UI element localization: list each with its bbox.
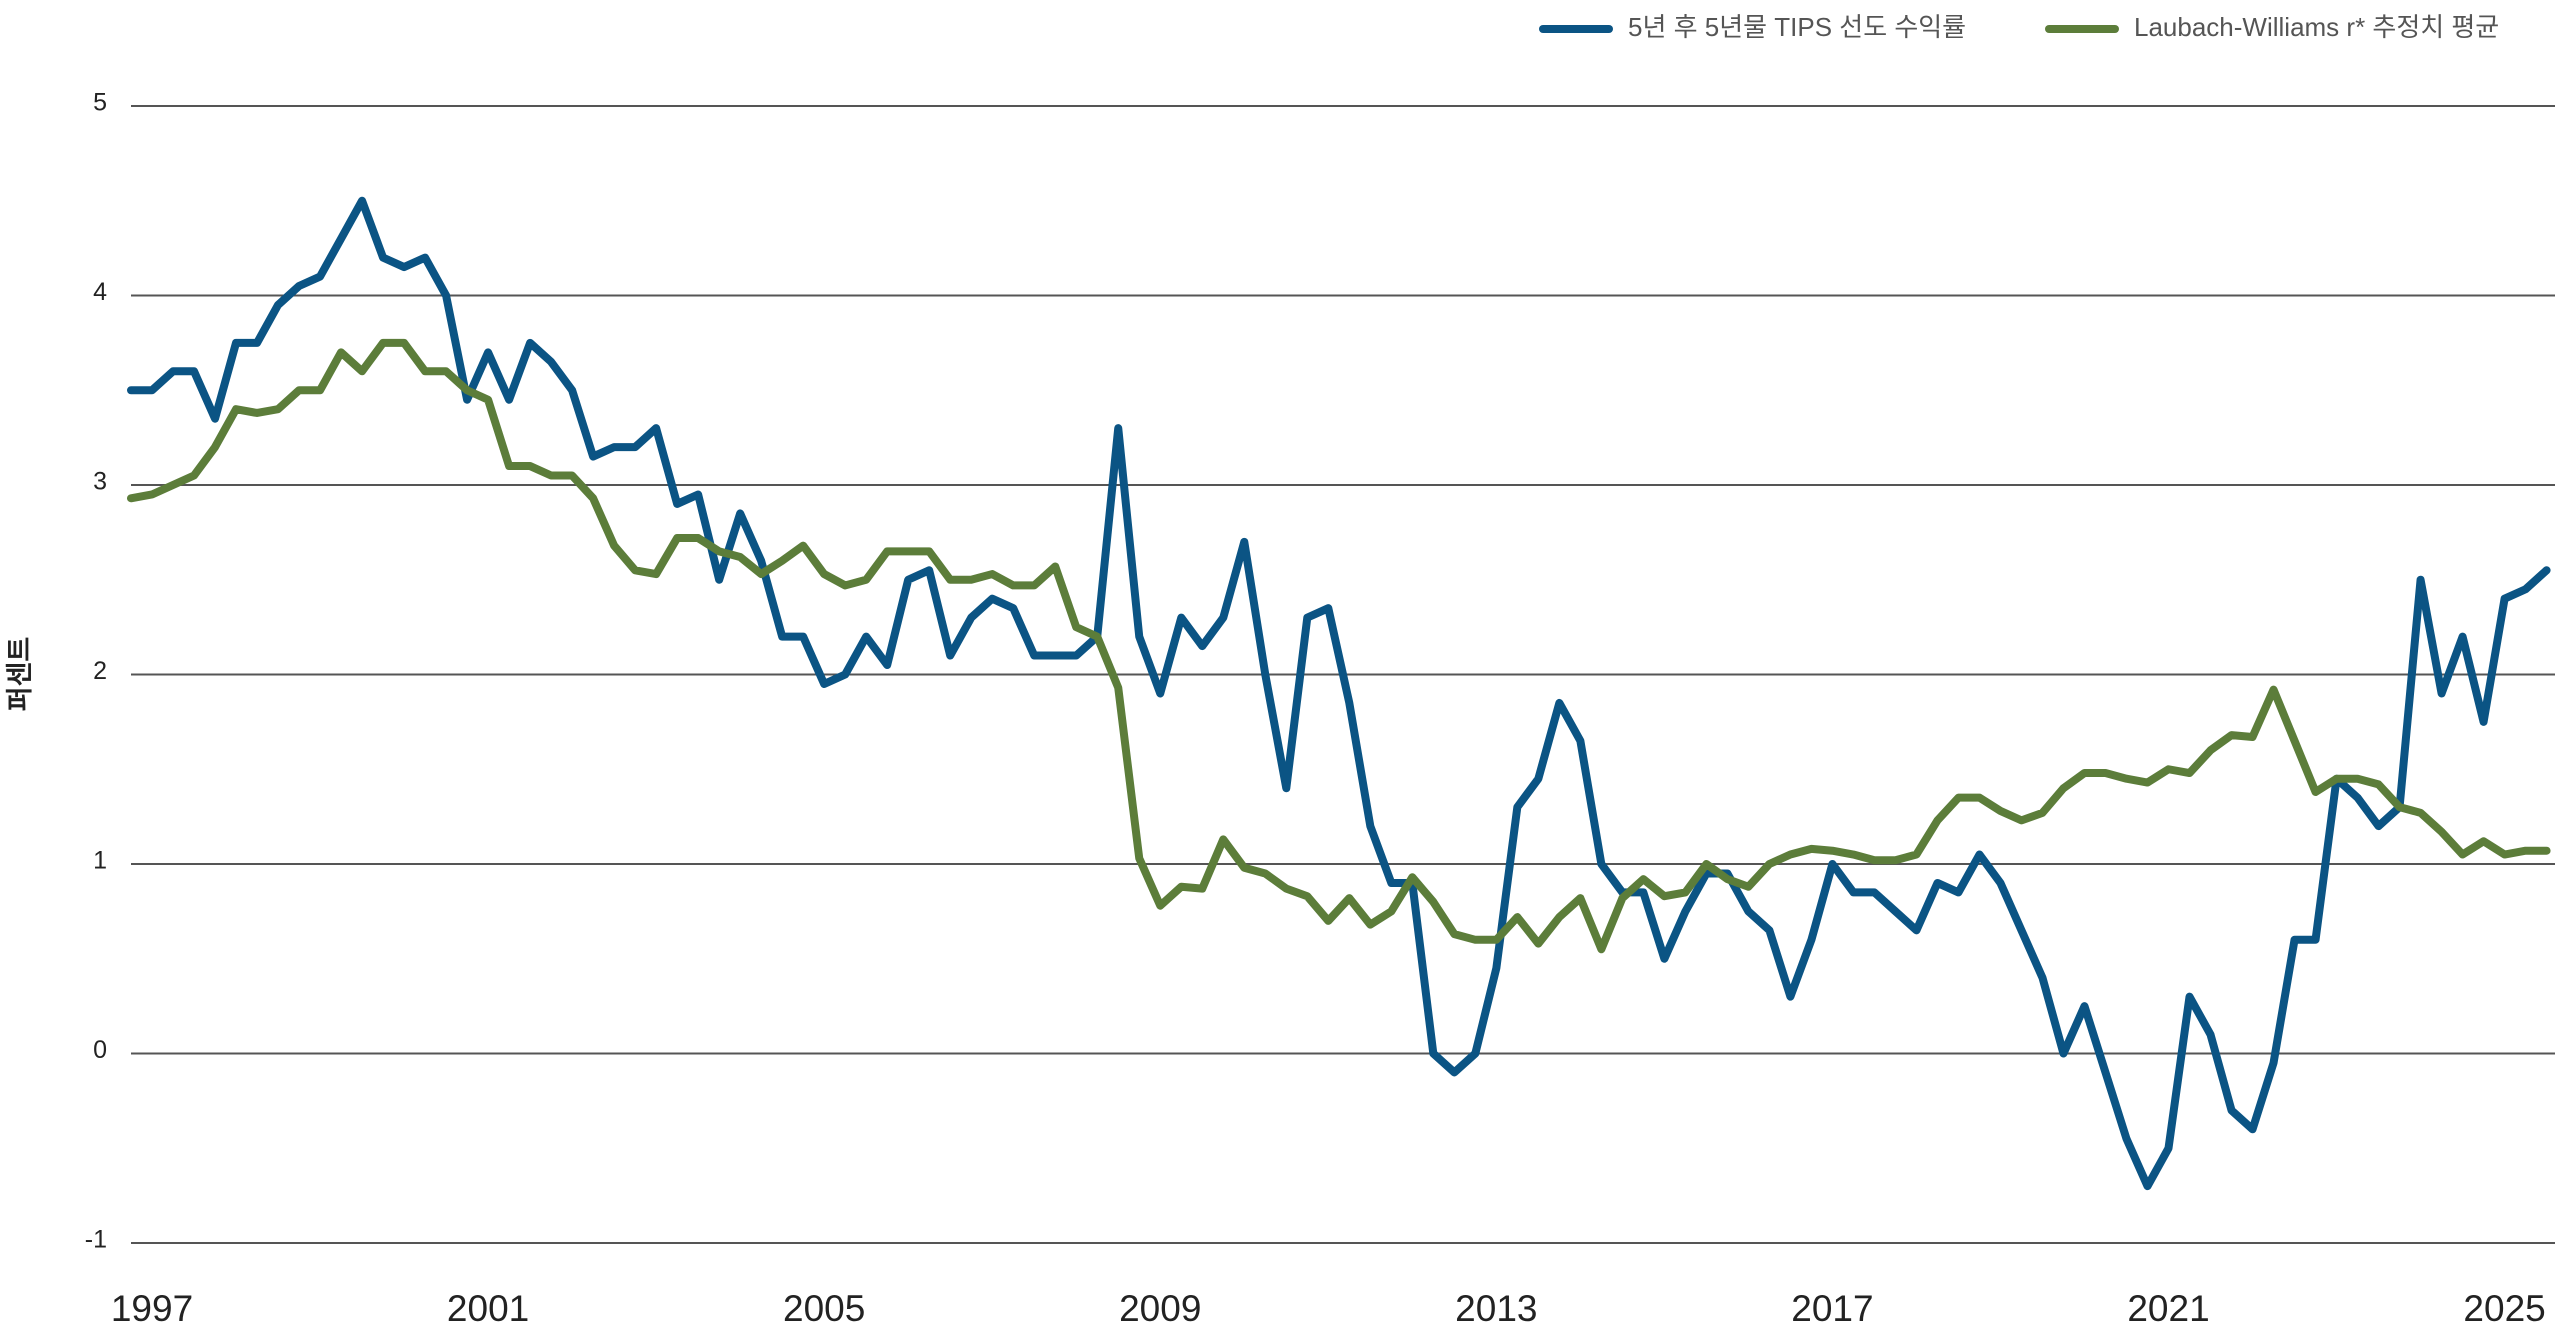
x-tick-label: 2009 — [1119, 1288, 1201, 1329]
x-tick-label: 2025 — [2463, 1288, 2545, 1329]
x-tick-label: 1997 — [111, 1288, 193, 1329]
series-line — [127, 338, 2551, 954]
x-tick-label: 2005 — [783, 1288, 865, 1329]
x-tick-label: 2001 — [447, 1288, 529, 1329]
y-tick-label: 2 — [93, 657, 107, 685]
y-tick-label: 4 — [93, 278, 107, 306]
x-tick-label: 2021 — [2127, 1288, 2209, 1329]
x-tick-label: 2013 — [1455, 1288, 1537, 1329]
series-line — [127, 196, 2551, 1191]
y-axis-title: 퍼센트 — [5, 637, 35, 712]
legend-label: 5년 후 5년물 TIPS 선도 수익률 — [1628, 12, 1966, 42]
y-tick-label: 5 — [93, 89, 107, 117]
legend-label: Laubach-Williams r* 추정치 평균 — [2134, 12, 2499, 42]
x-tick-label: 2017 — [1791, 1288, 1873, 1329]
y-tick-label: 1 — [93, 847, 107, 875]
y-tick-label: 3 — [93, 468, 107, 496]
y-tick-label: 0 — [93, 1036, 107, 1064]
y-tick-label: -1 — [85, 1226, 107, 1254]
